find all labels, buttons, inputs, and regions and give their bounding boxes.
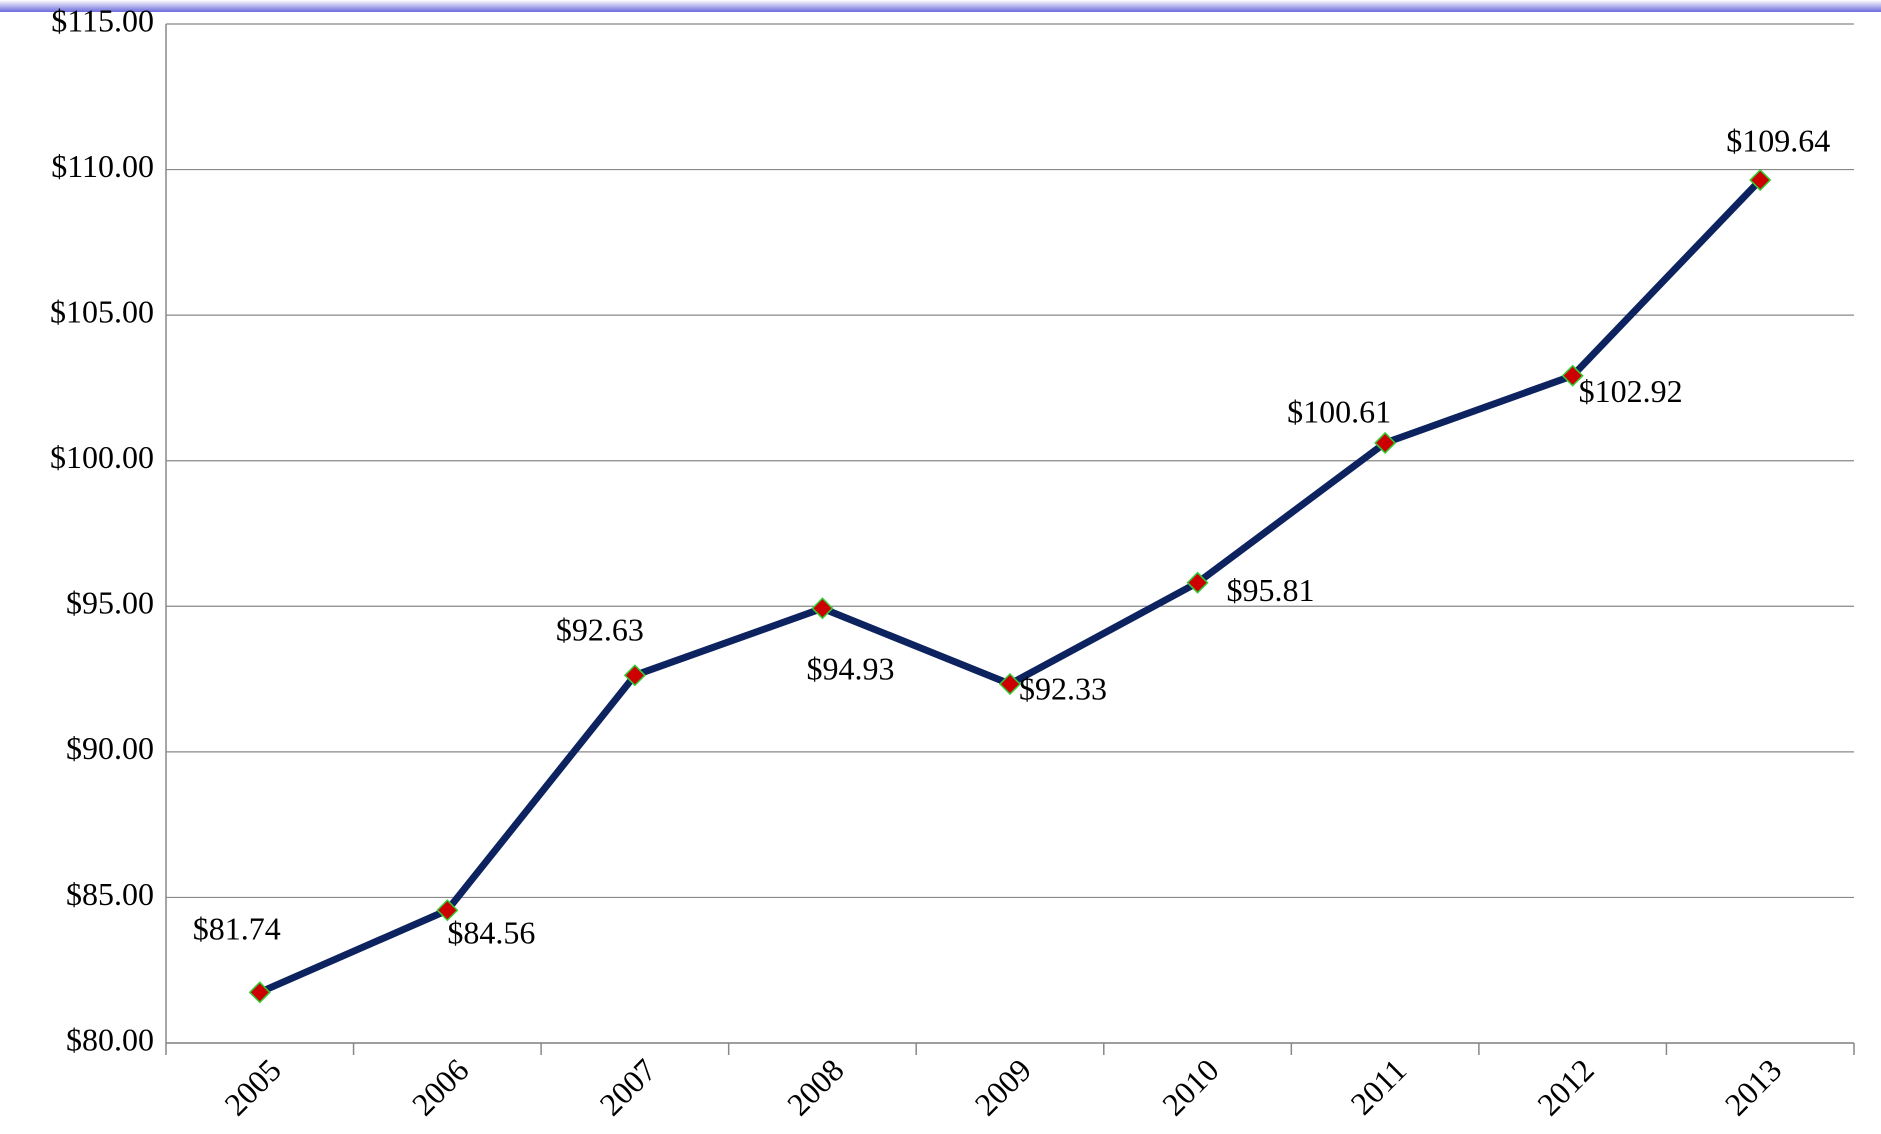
data-label: $95.81 [1227, 572, 1315, 608]
data-label: $84.56 [447, 915, 535, 951]
marker [998, 672, 1022, 696]
marker [436, 899, 459, 922]
marker [1374, 431, 1397, 455]
y-tick-label: $85.00 [66, 876, 154, 912]
data-label: $109.64 [1726, 122, 1830, 158]
y-tick-label: $100.00 [50, 439, 154, 475]
y-tick-label: $115.00 [51, 2, 154, 38]
x-tick-label: 2007 [592, 1052, 663, 1123]
marker [1749, 168, 1772, 192]
x-tick-label: 2008 [780, 1052, 851, 1123]
marker [811, 597, 834, 620]
x-tick-label: 2012 [1530, 1052, 1601, 1123]
data-label: $81.74 [193, 911, 281, 947]
x-tick-label: 2006 [405, 1052, 476, 1123]
y-tick-label: $110.00 [51, 148, 154, 184]
data-label: $92.63 [556, 612, 644, 648]
data-label: $102.92 [1579, 373, 1683, 409]
x-tick-label: 2010 [1155, 1052, 1226, 1123]
y-tick-label: $80.00 [66, 1021, 154, 1057]
y-tick-label: $105.00 [50, 293, 154, 329]
marker [623, 664, 646, 687]
x-tick-label: 2005 [217, 1052, 288, 1123]
marker [1561, 364, 1584, 387]
data-line [258, 177, 1763, 996]
marker [248, 981, 271, 1004]
x-tick-label: 2013 [1718, 1052, 1789, 1123]
x-tick-label: 2011 [1343, 1052, 1413, 1122]
data-label: $100.61 [1287, 393, 1391, 429]
y-tick-label: $95.00 [66, 585, 154, 621]
y-tick-label: $90.00 [66, 730, 154, 766]
top-bar [0, 0, 1881, 12]
data-label: $92.33 [1019, 670, 1107, 706]
data-label: $94.93 [806, 651, 894, 687]
marker [1186, 571, 1209, 594]
x-tick-label: 2009 [967, 1052, 1038, 1123]
